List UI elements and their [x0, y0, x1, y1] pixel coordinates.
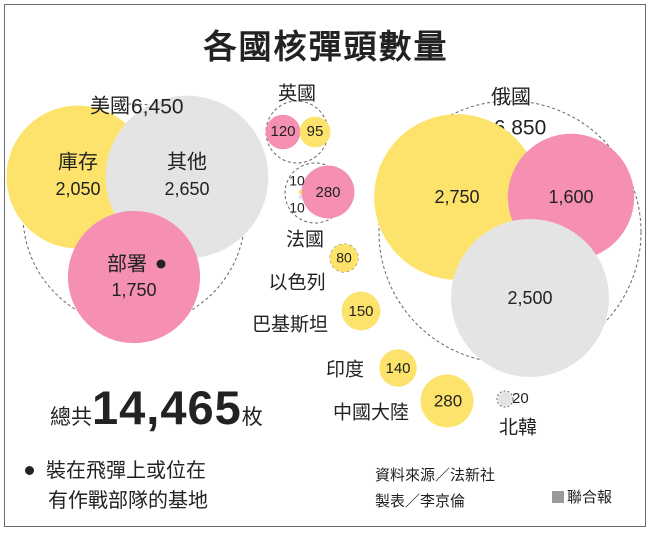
il-bubble-stored	[329, 243, 359, 273]
nk-outline	[496, 390, 514, 408]
il-value: 80	[336, 250, 352, 266]
uk-bubble-deployed	[265, 114, 301, 150]
ru-name-label: 俄國	[491, 85, 531, 109]
fr-name-label: 法國	[286, 229, 324, 251]
us-stored-label: 庫存	[58, 150, 98, 174]
us-bubble-deployed	[67, 210, 201, 344]
ru-stored-value: 2,750	[434, 187, 479, 207]
us-other-label: 其他	[167, 150, 207, 174]
ru-bubble-other	[451, 219, 609, 377]
total-suffix: 枚	[241, 405, 263, 429]
total-value: 14,465	[92, 381, 242, 434]
chart-title: 各國核彈頭數量	[203, 27, 449, 66]
us-bubble-stored	[6, 105, 150, 249]
cn-name-label: 中國大陸	[333, 402, 409, 424]
pk-bubble-stored	[341, 291, 381, 331]
us-deployed-label: 部署	[107, 252, 147, 276]
in-bubble-stored	[379, 349, 417, 387]
fr-stored-value: 10	[289, 173, 305, 189]
in-name-label: 印度	[326, 359, 364, 381]
us-name-label: 美國	[90, 94, 130, 118]
cn-bubble-stored	[420, 374, 474, 428]
brand-square-icon	[552, 491, 564, 503]
nk-bubble-other	[497, 391, 513, 407]
source-credit: 資料來源／法新社 製表／李京倫	[375, 462, 495, 514]
pk-name-label: 巴基斯坦	[252, 314, 328, 336]
us-total-label: 6,450	[131, 96, 184, 119]
uk-bubble-stored	[299, 116, 331, 148]
uk-deployed-value: 120	[270, 123, 295, 140]
nk-value: 20	[512, 390, 529, 407]
source-line-1: 資料來源／法新社	[375, 466, 496, 484]
us-other-value: 2,650	[164, 179, 209, 199]
nk-name-label: 北韓	[499, 417, 537, 439]
deployed-dot-icon	[25, 465, 34, 475]
deployed-legend-note: 裝在飛彈上或位在 有作戰部隊的基地	[22, 455, 208, 515]
cn-value: 280	[434, 391, 462, 410]
publisher-brand: 聯合報	[552, 486, 612, 507]
brand-name: 聯合報	[567, 488, 613, 506]
ru-other-value: 2,500	[507, 288, 552, 308]
il-name-label: 以色列	[268, 272, 325, 294]
total-summary: 總共14,465枚	[50, 380, 263, 435]
us-deployed-dot-icon	[156, 259, 166, 269]
source-line-2: 製表／李京倫	[375, 492, 466, 510]
us-deployed-value: 1,750	[111, 280, 156, 300]
fr-bubble-deployed	[301, 165, 355, 219]
pk-value: 150	[348, 303, 373, 320]
uk-stored-value: 95	[307, 123, 324, 140]
in-value: 140	[385, 360, 410, 377]
ru-deployed-value: 1,600	[548, 187, 593, 207]
us-stored-value: 2,050	[55, 179, 100, 199]
total-prefix: 總共	[50, 405, 92, 429]
chart-frame	[4, 4, 646, 527]
uk-name-label: 英國	[278, 83, 316, 105]
fr-other-value: 10	[289, 200, 305, 216]
fr-deployed-value: 280	[315, 184, 340, 201]
note-line-1: 裝在飛彈上或位在	[46, 458, 206, 482]
note-line-2: 有作戰部隊的基地	[48, 488, 208, 512]
